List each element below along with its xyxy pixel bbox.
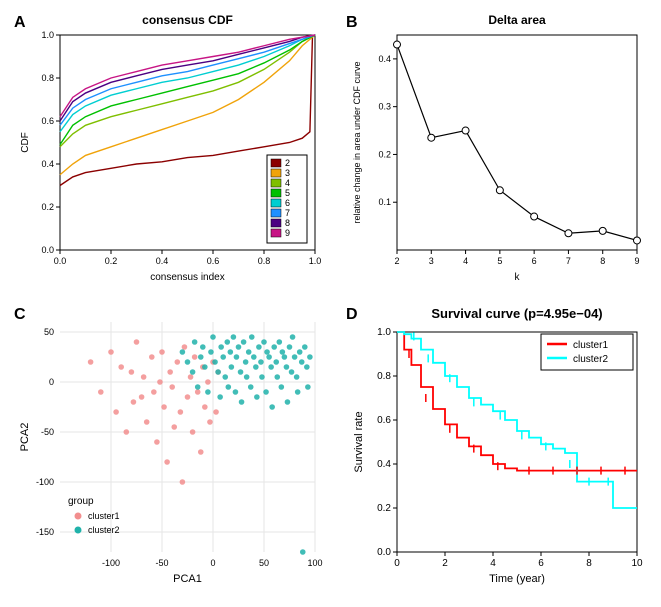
svg-text:k: k (515, 272, 521, 283)
svg-text:-100: -100 (36, 477, 54, 487)
delta-area-chart: Delta area 2 3 4 5 6 7 8 9 0.1 0.2 0.3 0.4 k relative … (342, 10, 652, 290)
svg-text:-50: -50 (41, 427, 54, 437)
svg-text:0.3: 0.3 (378, 102, 391, 112)
svg-text:0.0: 0.0 (41, 245, 54, 255)
svg-text:cluster2: cluster2 (88, 525, 120, 535)
svg-text:8: 8 (600, 256, 605, 266)
svg-text:-150: -150 (36, 527, 54, 537)
svg-text:PCA1: PCA1 (173, 573, 202, 585)
survival-curve-chart: Survival curve (p=4.95e−04) 0 2 4 6 8 10 0.0 0.2… (342, 302, 652, 592)
svg-text:0.6: 0.6 (207, 256, 220, 266)
svg-text:0: 0 (49, 377, 54, 387)
svg-text:0.6: 0.6 (377, 415, 391, 426)
svg-text:cluster1: cluster1 (88, 511, 120, 521)
svg-text:Time (year): Time (year) (489, 573, 545, 585)
svg-text:-50: -50 (155, 558, 168, 568)
svg-text:Delta area: Delta area (488, 13, 546, 27)
svg-text:9: 9 (285, 228, 290, 238)
svg-text:-100: -100 (102, 558, 120, 568)
svg-text:5: 5 (497, 256, 502, 266)
svg-text:7: 7 (566, 256, 571, 266)
svg-text:9: 9 (634, 256, 639, 266)
panel-b-label: B (346, 14, 358, 32)
svg-text:0.2: 0.2 (378, 149, 391, 159)
svg-text:Survival curve (p=4.95e−04): Survival curve (p=4.95e−04) (431, 306, 602, 321)
svg-text:0.2: 0.2 (377, 503, 391, 514)
svg-text:2: 2 (394, 256, 399, 266)
svg-text:0.1: 0.1 (378, 197, 391, 207)
svg-text:4: 4 (285, 178, 290, 188)
svg-text:group: group (68, 496, 94, 507)
panel-a: A consensus CDF 0.0 0.2 0.4 0.6 0.8 1.0 0.0 0.2 0… (10, 10, 330, 290)
svg-text:consensus index: consensus index (150, 272, 225, 283)
panel-d: D Survival curve (p=4.95e−04) 0 2 4 6 8 10 0.0 0… (342, 302, 652, 592)
svg-text:8: 8 (285, 218, 290, 228)
svg-text:CDF: CDF (20, 132, 31, 153)
panel-c-label: C (14, 306, 26, 324)
svg-text:0.8: 0.8 (377, 371, 391, 382)
svg-text:2: 2 (285, 158, 290, 168)
svg-text:0.0: 0.0 (377, 547, 391, 558)
svg-text:3: 3 (285, 168, 290, 178)
svg-text:3: 3 (429, 256, 434, 266)
svg-text:cluster2: cluster2 (573, 354, 608, 365)
svg-text:1.0: 1.0 (377, 327, 391, 338)
svg-text:2: 2 (442, 558, 448, 569)
svg-text:Survival rate: Survival rate (353, 411, 365, 472)
svg-text:cluster1: cluster1 (573, 340, 608, 351)
svg-text:0.4: 0.4 (156, 256, 169, 266)
svg-text:PCA2: PCA2 (19, 423, 31, 452)
svg-text:7: 7 (285, 208, 290, 218)
svg-text:0: 0 (210, 558, 215, 568)
svg-text:0.0: 0.0 (54, 256, 67, 266)
svg-text:0.2: 0.2 (105, 256, 118, 266)
svg-text:6: 6 (538, 558, 544, 569)
svg-text:6: 6 (532, 256, 537, 266)
pca-scatter-chart: -100 -50 0 50 100 -150 -100 -50 0 50 PCA1 PCA2 group… (10, 302, 330, 592)
svg-text:6: 6 (285, 198, 290, 208)
svg-text:0: 0 (394, 558, 400, 569)
consensus-cdf-chart: consensus CDF 0.0 0.2 0.4 0.6 0.8 1.0 0.0 0.2 0.4… (10, 10, 330, 290)
panel-c: C -100 -50 0 50 100 -150 -100 -50 0 50 PCA1 PCA2 gro… (10, 302, 330, 592)
svg-text:1.0: 1.0 (41, 30, 54, 40)
svg-text:50: 50 (259, 558, 269, 568)
figure-grid: A consensus CDF 0.0 0.2 0.4 0.6 0.8 1.0 0.0 0.2 0… (10, 10, 651, 592)
svg-text:1.0: 1.0 (309, 256, 322, 266)
panel-b: B Delta area 2 3 4 5 6 7 8 9 0.1 0.2 0.3 0.4 k relativ… (342, 10, 652, 290)
panel-d-label: D (346, 306, 358, 324)
svg-text:0.6: 0.6 (41, 116, 54, 126)
svg-text:0.2: 0.2 (41, 202, 54, 212)
svg-text:0.8: 0.8 (41, 73, 54, 83)
svg-text:0.4: 0.4 (377, 459, 391, 470)
svg-text:8: 8 (586, 558, 592, 569)
svg-text:100: 100 (307, 558, 322, 568)
svg-text:4: 4 (463, 256, 468, 266)
svg-text:50: 50 (44, 327, 54, 337)
svg-text:5: 5 (285, 188, 290, 198)
svg-text:0.4: 0.4 (41, 159, 54, 169)
svg-text:4: 4 (490, 558, 496, 569)
panel-a-label: A (14, 14, 26, 32)
svg-text:0.8: 0.8 (258, 256, 271, 266)
svg-text:relative change in area under: relative change in area under CDF curve (352, 61, 362, 223)
svg-text:consensus CDF: consensus CDF (142, 13, 233, 27)
svg-text:0.4: 0.4 (378, 54, 391, 64)
svg-text:10: 10 (631, 558, 643, 569)
